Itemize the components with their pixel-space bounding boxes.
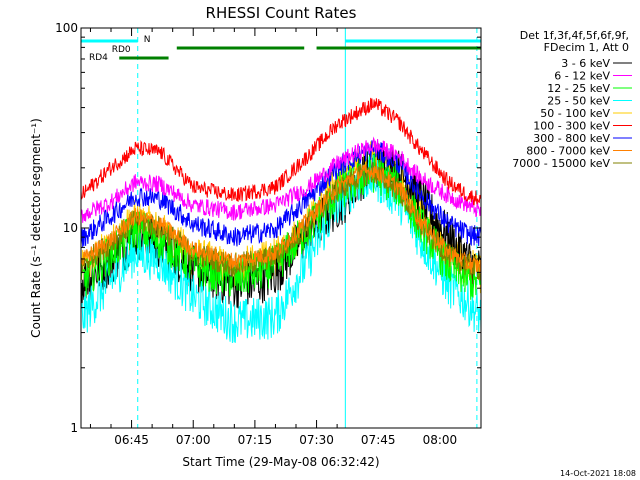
legend-header-line-1: Det 1f,3f,4f,5f,6f,9f,	[520, 29, 629, 42]
timestamp: 14-Oct-2021 18:08	[560, 469, 636, 478]
legend-label: 800 - 7000 keV	[526, 145, 610, 158]
y-tick-label: 100	[55, 21, 78, 35]
x-tick-label: 07:30	[299, 433, 334, 447]
series-line-6	[81, 140, 481, 248]
legend-label: 300 - 800 keV	[533, 132, 610, 145]
legend-header-line-2: FDecim 1, Att 0	[544, 41, 629, 54]
y-axis-label: Count Rate (s⁻¹ detector segment⁻¹)	[29, 118, 43, 338]
y-axis-ticks: 1 10 100	[55, 21, 481, 435]
x-tick-label: 07:00	[176, 433, 211, 447]
legend-label: 50 - 100 keV	[540, 107, 610, 120]
legend-label: 100 - 300 keV	[533, 120, 610, 133]
y-tick-label: 10	[63, 221, 78, 235]
y-tick-label: 1	[70, 421, 78, 435]
series-layer	[81, 97, 481, 344]
series-line-1	[81, 136, 481, 223]
x-tick-label: 07:45	[361, 433, 396, 447]
x-axis-label: Start Time (29-May-08 06:32:42)	[182, 455, 379, 469]
state-bar-label: RD4	[89, 53, 108, 63]
series-line-7	[81, 163, 481, 275]
x-tick-label: 08:00	[423, 433, 458, 447]
x-tick-label: 06:45	[114, 433, 149, 447]
legend-label: 25 - 50 keV	[547, 95, 610, 108]
series-line-5	[81, 97, 481, 206]
legend-label: 6 - 12 keV	[554, 70, 610, 83]
state-bars: N RD0 RD4	[81, 35, 481, 63]
legend-label: 12 - 25 keV	[547, 82, 610, 95]
legend-label: 7000 - 15000 keV	[512, 157, 610, 170]
state-bar-label: N	[144, 35, 151, 45]
x-axis-ticks: 06:45 07:00 07:15 07:30 07:45 08:00	[89, 28, 458, 447]
x-tick-label: 07:15	[238, 433, 273, 447]
legend-label: 3 - 6 keV	[561, 57, 610, 70]
chart-title: RHESSI Count Rates	[206, 4, 357, 22]
state-bar-label: RD0	[112, 45, 131, 55]
